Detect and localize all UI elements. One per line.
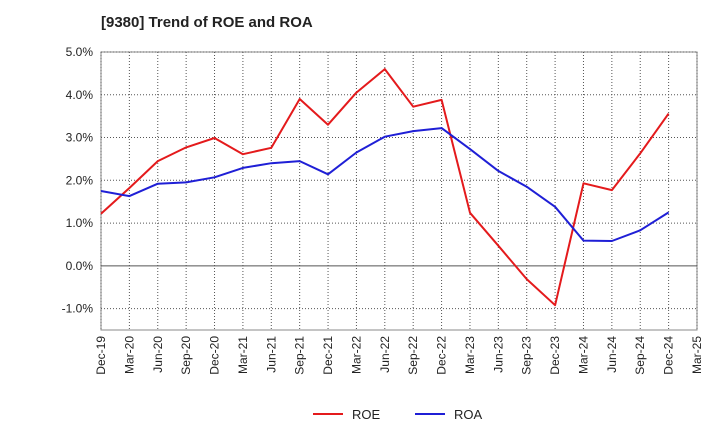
legend-label-roe: ROE — [352, 407, 381, 422]
grid — [100, 51, 698, 331]
x-tick-label: Sep-22 — [406, 336, 420, 375]
x-tick-label: Sep-23 — [520, 336, 534, 375]
x-tick-label: Sep-20 — [179, 336, 193, 375]
x-tick-label: Dec-22 — [435, 336, 449, 375]
x-tick-label: Mar-25 — [690, 336, 704, 374]
y-tick-label: 0.0% — [66, 259, 94, 273]
x-tick-label: Dec-24 — [662, 336, 676, 375]
legend-label-roa: ROA — [454, 407, 483, 422]
y-tick-label: 3.0% — [66, 131, 94, 145]
series-lines — [100, 68, 670, 307]
series-line-roa — [100, 127, 670, 242]
x-tick-label: Jun-23 — [491, 336, 505, 373]
x-tick-label: Mar-23 — [463, 336, 477, 374]
x-tick-label: Mar-20 — [122, 336, 136, 374]
x-tick-label: Dec-23 — [548, 336, 562, 375]
x-tick-label: Dec-20 — [208, 336, 222, 375]
y-tick-label: 4.0% — [66, 88, 94, 102]
x-tick-label: Jun-22 — [378, 336, 392, 373]
y-tick-label: -1.0% — [62, 302, 94, 316]
y-tick-label: 5.0% — [66, 45, 94, 59]
y-tick-label: 1.0% — [66, 216, 94, 230]
y-tick-label: 2.0% — [66, 173, 94, 187]
x-tick-label: Jun-21 — [264, 336, 278, 373]
x-tick-label: Sep-21 — [293, 336, 307, 375]
x-tick-label: Mar-24 — [576, 336, 590, 374]
plot-frame — [100, 51, 698, 331]
x-tick-label: Mar-22 — [349, 336, 363, 374]
x-tick-label: Dec-21 — [321, 336, 335, 375]
x-tick-label: Mar-21 — [236, 336, 250, 374]
x-tick-label: Jun-24 — [605, 336, 619, 373]
chart-title: [9380] Trend of ROE and ROA — [101, 14, 313, 31]
x-tick-label: Sep-24 — [633, 336, 647, 375]
legend: ROE ROA — [313, 407, 483, 422]
x-tick-label: Dec-19 — [94, 336, 108, 375]
series-line-roe — [100, 68, 670, 307]
x-tick-label: Jun-20 — [151, 336, 165, 373]
axes: 5.0% 4.0% 3.0% 2.0% 1.0% 0.0% -1.0% Dec-19 Mar-2… — [62, 45, 704, 375]
